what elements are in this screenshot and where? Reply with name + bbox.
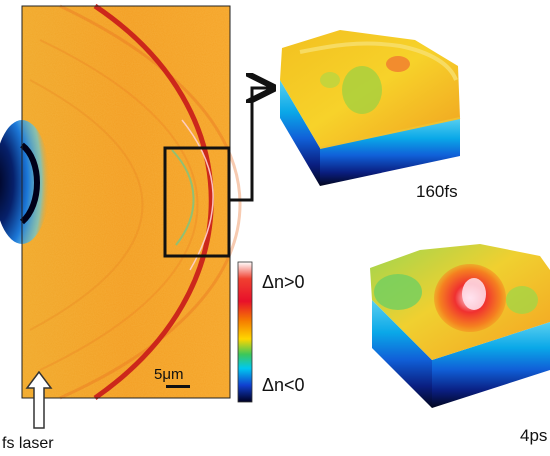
field-speckle bbox=[22, 6, 230, 398]
focal-spot-core bbox=[19, 142, 40, 225]
scale-bar bbox=[166, 385, 190, 388]
block-4ps-peak-core bbox=[462, 278, 486, 310]
shock-ring bbox=[93, 3, 214, 401]
time-label-160fs: 160fs bbox=[416, 182, 458, 201]
colorbar: Δn>0 Δn<0 bbox=[237, 261, 305, 403]
block-160fs-ridge bbox=[299, 41, 458, 81]
block-160fs-front-side bbox=[320, 118, 460, 186]
shock-ring-highlight bbox=[181, 119, 214, 271]
faint-ring-mid bbox=[39, 39, 199, 371]
laser-label: fs laser bbox=[2, 435, 54, 452]
block-4ps-left-side bbox=[372, 300, 432, 408]
shock-ring-inner-cyan bbox=[171, 149, 195, 246]
block-4ps-green-right bbox=[506, 286, 538, 314]
surface-plot-160fs: 160fs bbox=[280, 30, 461, 201]
faint-ring-outer bbox=[59, 4, 242, 400]
block-160fs-green-patch-2 bbox=[320, 72, 340, 88]
faint-ring-inner bbox=[29, 79, 144, 331]
surface-plot-4ps: 4ps bbox=[370, 244, 550, 445]
time-label-4ps: 4ps bbox=[520, 426, 547, 445]
laser-arrow-icon bbox=[25, 370, 53, 429]
block-4ps-front-side bbox=[432, 322, 550, 408]
main-image: 5μm bbox=[0, 3, 242, 401]
focal-spot bbox=[0, 120, 50, 244]
block-160fs-left-side bbox=[280, 80, 320, 186]
block-160fs-green-patch bbox=[342, 66, 382, 114]
zoom-box bbox=[163, 146, 231, 258]
block-160fs-peak bbox=[386, 56, 410, 72]
block-4ps-green-left bbox=[374, 274, 422, 310]
colorbar-top-label: Δn>0 bbox=[262, 272, 305, 292]
zoom-arrow bbox=[230, 88, 270, 202]
scale-bar-label: 5μm bbox=[154, 366, 183, 383]
colorbar-bottom-label: Δn<0 bbox=[262, 375, 305, 395]
colorbar-gradient bbox=[237, 261, 253, 403]
block-160fs-edge bbox=[319, 117, 461, 149]
